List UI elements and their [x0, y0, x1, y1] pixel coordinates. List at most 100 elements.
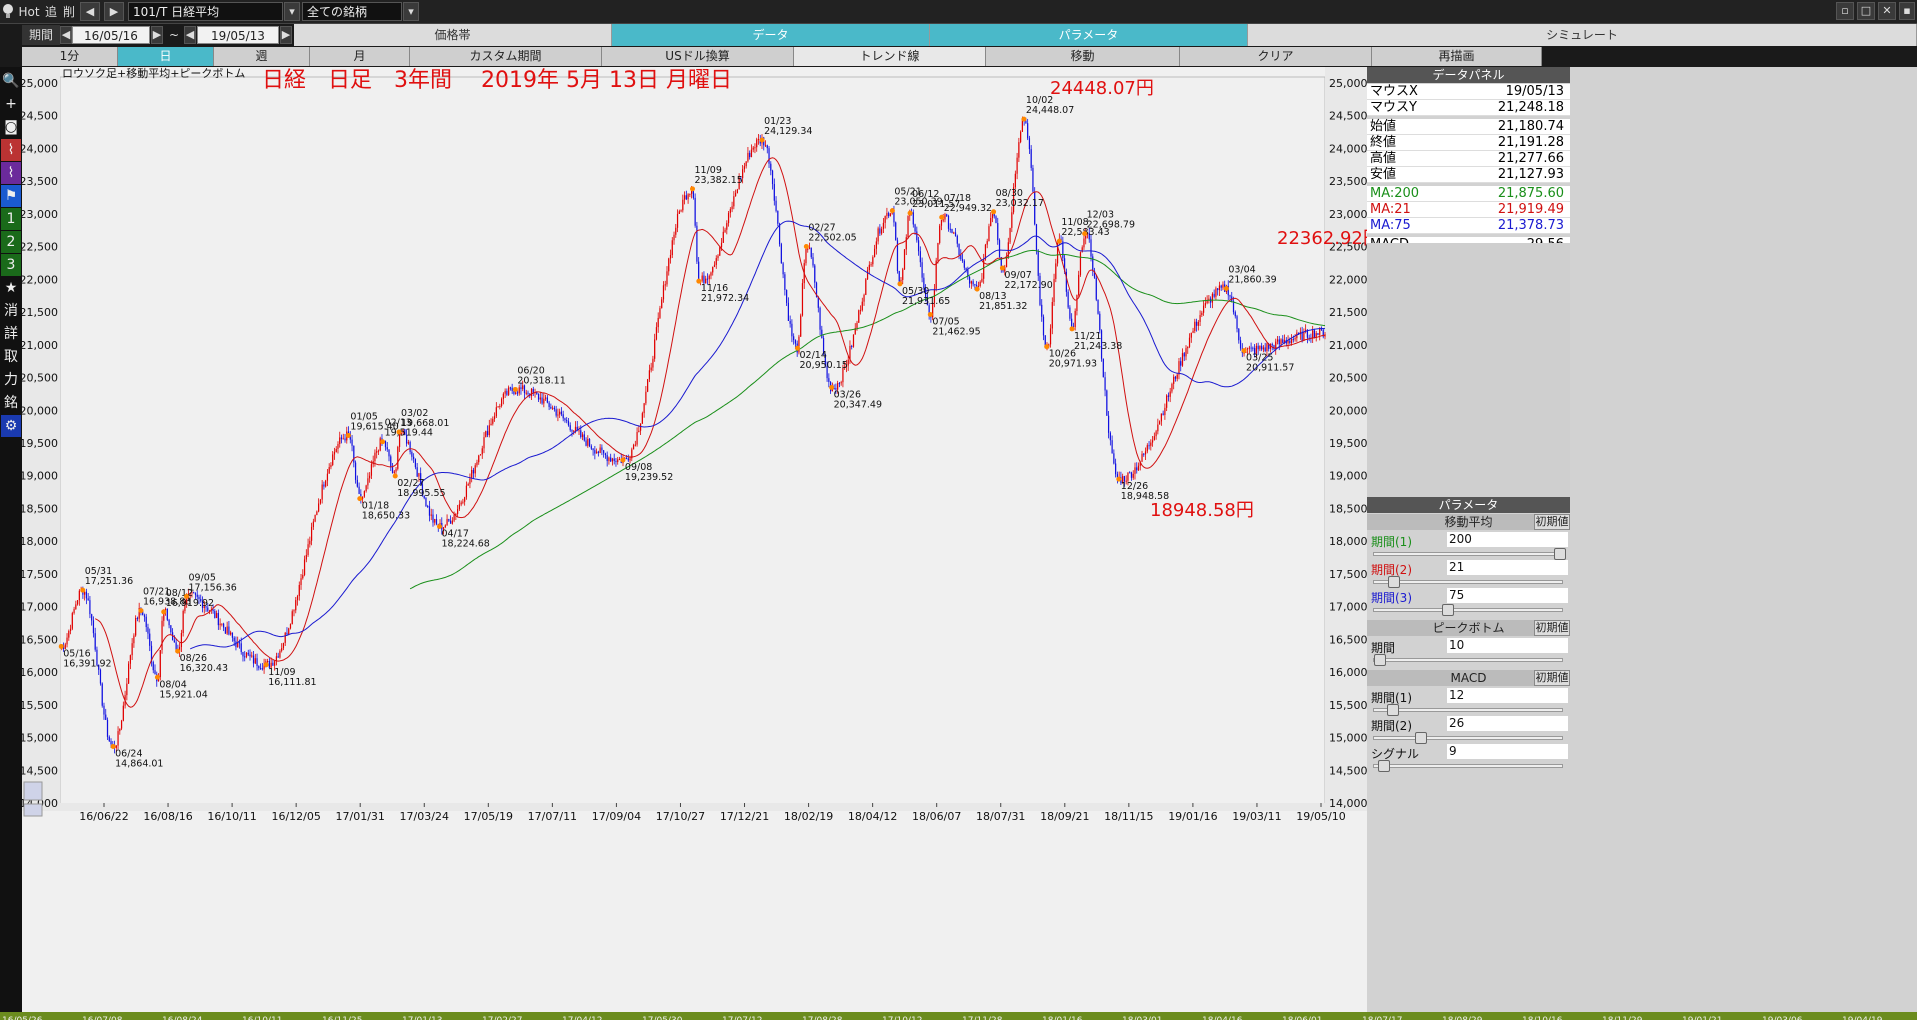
move-button[interactable]: 移動: [986, 47, 1180, 66]
date-to-prev-icon[interactable]: ◀: [184, 26, 196, 44]
bottom-date-label: 16/08/24: [162, 1016, 203, 1020]
candle-body: [979, 281, 981, 286]
slider-knob[interactable]: [1554, 548, 1566, 560]
candle-body: [1239, 340, 1242, 349]
next-symbol-button[interactable]: ▶: [104, 2, 124, 21]
period-month-button[interactable]: 月: [310, 47, 410, 66]
candle-body: [251, 655, 253, 657]
add-button[interactable]: 追: [44, 5, 57, 19]
camera-icon[interactable]: ◙: [1, 116, 21, 138]
slider-knob[interactable]: [1374, 654, 1386, 666]
minimize-icon[interactable]: ▫: [1836, 2, 1854, 20]
candlestick-chart[interactable]: 25,000 25,000 24,500 24,500 24,000 24,000 23,5…: [20, 66, 1381, 1020]
candle-body: [1069, 307, 1071, 319]
chart-area[interactable]: 25,000 25,000 24,500 24,500 24,000 24,000 23,5…: [20, 66, 1381, 1020]
param-slider[interactable]: [1373, 604, 1563, 616]
date-from-next-icon[interactable]: ▶: [151, 26, 163, 44]
tool-14-button[interactable]: 銘: [1, 392, 21, 414]
candle-body: [212, 609, 214, 612]
date-to-field[interactable]: 19/05/13: [197, 26, 279, 44]
tool-11-button[interactable]: 詳: [1, 323, 21, 345]
bulb-icon[interactable]: [0, 2, 16, 22]
tool-12-button[interactable]: 取: [1, 346, 21, 368]
param-slider[interactable]: [1373, 760, 1563, 772]
close-icon[interactable]: ✕: [1878, 2, 1896, 20]
maximize-icon[interactable]: □: [1857, 2, 1875, 20]
slider-knob[interactable]: [1415, 732, 1428, 744]
tab-data[interactable]: データ: [612, 24, 930, 46]
candle-body: [402, 429, 404, 434]
macd-toggle-icon[interactable]: [23, 781, 43, 801]
param-slider[interactable]: [1373, 548, 1566, 560]
param-slider[interactable]: [1373, 704, 1563, 716]
category-dropdown-icon[interactable]: ▾: [403, 2, 419, 21]
fullscreen-icon[interactable]: ▪: [1899, 2, 1915, 20]
param-input[interactable]: 10: [1447, 638, 1568, 653]
prev-symbol-button[interactable]: ◀: [80, 2, 100, 21]
tool-13-button[interactable]: 力: [1, 369, 21, 391]
param-input[interactable]: 75: [1447, 588, 1568, 603]
candle-body: [432, 514, 434, 523]
date-from-field[interactable]: 16/05/16: [72, 26, 150, 44]
param-slider[interactable]: [1373, 576, 1563, 588]
plus-icon[interactable]: +: [1, 93, 21, 115]
bottom-scroll-strip[interactable]: 16/05/26 16/07/08 16/08/24 16/10/11 16/11/25…: [0, 1012, 1917, 1020]
tab-simulate[interactable]: シミュレート: [1248, 24, 1917, 46]
tool-9-button[interactable]: ★: [1, 277, 21, 299]
peak-bottom-marker: [263, 662, 269, 668]
symbol-field[interactable]: 101/T 日経平均: [128, 2, 283, 21]
slider-knob[interactable]: [1386, 704, 1399, 716]
candle-body: [242, 651, 244, 657]
candle-body: [478, 455, 480, 463]
period-label: 期間: [22, 25, 60, 45]
flag-icon[interactable]: ⚑: [1, 185, 21, 207]
usd-convert-button[interactable]: USドル換算: [602, 47, 794, 66]
trend-line-button[interactable]: トレンド線: [794, 47, 986, 66]
macd-toggle-icon-2[interactable]: [23, 803, 43, 817]
peak-bottom-label: 20,911.57: [1246, 363, 1294, 374]
line-chart-icon[interactable]: ⌇: [1, 162, 21, 184]
slider-knob[interactable]: [1388, 576, 1401, 588]
date-to-next-icon[interactable]: ▶: [280, 26, 292, 44]
reset-button[interactable]: 初期値: [1534, 620, 1570, 636]
custom-period-button[interactable]: カスタム期間: [410, 47, 602, 66]
line-chart-icon[interactable]: ⌇: [1, 139, 21, 161]
period-week-button[interactable]: 週: [214, 47, 310, 66]
hot-button[interactable]: Hot: [18, 5, 40, 19]
candle-body: [610, 457, 612, 462]
param-input[interactable]: 21: [1447, 560, 1568, 575]
gear-icon[interactable]: ⚙: [1, 415, 21, 437]
candle-body: [386, 447, 388, 450]
symbol-dropdown-icon[interactable]: ▾: [284, 2, 300, 21]
search-icon[interactable]: 🔍: [1, 70, 21, 92]
param-input[interactable]: 9: [1447, 744, 1568, 759]
tool-6-button[interactable]: 1: [1, 208, 21, 230]
category-select[interactable]: 全ての銘柄: [302, 2, 402, 21]
tab-parameters[interactable]: パラメータ: [930, 24, 1248, 46]
slider-knob[interactable]: [1377, 760, 1390, 772]
param-slider[interactable]: [1373, 732, 1563, 744]
tab-price-band[interactable]: 価格帯: [294, 24, 612, 46]
delete-button[interactable]: 削: [62, 5, 75, 19]
date-from-prev-icon[interactable]: ◀: [60, 26, 72, 44]
candle-body: [486, 431, 489, 436]
param-input[interactable]: 26: [1447, 716, 1568, 731]
data-row: MA:75 21,378.73: [1367, 218, 1570, 234]
reset-button[interactable]: 初期値: [1534, 670, 1570, 686]
period-day-button[interactable]: 日: [118, 47, 214, 66]
reset-button[interactable]: 初期値: [1534, 514, 1570, 530]
slider-knob[interactable]: [1442, 604, 1455, 616]
tool-10-button[interactable]: 消: [1, 300, 21, 322]
period-1min-button[interactable]: 1分: [22, 47, 118, 66]
clear-button[interactable]: クリア: [1180, 47, 1372, 66]
candle-body: [956, 235, 958, 244]
tool-7-button[interactable]: 2: [1, 231, 21, 253]
tool-8-button[interactable]: 3: [1, 254, 21, 276]
peak-bottom-label: 05/31: [85, 566, 112, 577]
candle-body: [581, 434, 584, 438]
param-input[interactable]: 200: [1447, 532, 1568, 547]
candle-body: [698, 261, 700, 281]
param-input[interactable]: 12: [1447, 688, 1568, 703]
redraw-button[interactable]: 再描画: [1372, 47, 1542, 66]
param-slider[interactable]: [1373, 654, 1563, 666]
